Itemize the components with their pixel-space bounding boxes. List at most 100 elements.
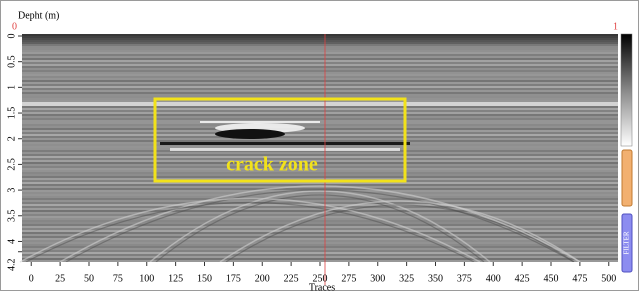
x-tick-label: 50	[84, 273, 94, 284]
band	[22, 172, 618, 174]
band	[22, 196, 618, 198]
chart: Depht (m) Traces 0 1 crack zone FILTER 0…	[0, 0, 639, 291]
band	[22, 72, 618, 74]
band	[22, 106, 618, 108]
band	[22, 102, 618, 104]
x-tick-label: 150	[197, 273, 212, 284]
band	[22, 56, 618, 58]
reflection	[200, 121, 320, 123]
band	[22, 108, 618, 110]
filter-tab-label[interactable]: FILTER	[623, 231, 631, 254]
band	[22, 176, 618, 178]
x-tick-label: 375	[457, 273, 472, 284]
y-axis-label: Depht (m)	[18, 10, 59, 21]
x-tick-label: 200	[255, 273, 270, 284]
band	[22, 38, 618, 40]
band	[22, 114, 618, 116]
x-tick-label: 450	[544, 273, 559, 284]
band	[22, 210, 618, 212]
band	[22, 146, 618, 148]
band	[22, 62, 618, 64]
band	[22, 116, 618, 118]
radargram-view: Depht (m) Traces 0 1 crack zone FILTER 0…	[0, 0, 639, 291]
band	[22, 112, 618, 114]
band	[22, 40, 618, 42]
y-tick-label: 0	[6, 34, 17, 39]
band	[22, 60, 618, 62]
band	[22, 46, 618, 48]
band	[22, 42, 618, 44]
band	[22, 252, 618, 254]
band	[22, 82, 618, 84]
band	[22, 90, 618, 92]
band	[22, 156, 618, 158]
y-tick-label: 0.5	[6, 55, 17, 68]
band	[22, 140, 618, 142]
y-tick-label: 3	[6, 188, 17, 193]
annotation: crack zone	[226, 154, 318, 176]
band	[22, 138, 618, 140]
band	[22, 168, 618, 170]
band	[22, 134, 618, 136]
band	[22, 164, 618, 166]
band	[22, 218, 618, 220]
band	[22, 258, 618, 260]
band	[22, 260, 618, 262]
x-tick-label: 275	[341, 273, 356, 284]
band	[22, 160, 618, 162]
band	[22, 154, 618, 156]
x-tick-label: 175	[226, 273, 241, 284]
x-tick-label: 125	[168, 273, 183, 284]
band	[22, 36, 618, 38]
y-tick-label: 4.2	[6, 258, 17, 271]
band	[22, 130, 618, 132]
marker-label: 0	[12, 21, 17, 32]
band	[22, 104, 618, 106]
band	[22, 152, 618, 154]
colorbar	[621, 34, 632, 146]
x-tick-label: 425	[515, 273, 530, 284]
y-tick-label: 2.5	[6, 158, 17, 171]
band	[22, 92, 618, 94]
band	[22, 84, 618, 86]
band	[22, 34, 618, 36]
band	[22, 132, 618, 134]
band	[22, 126, 618, 128]
x-tick-label: 75	[113, 273, 123, 284]
band	[22, 250, 618, 252]
band	[22, 68, 618, 70]
band	[22, 246, 618, 248]
x-tick-label: 400	[486, 273, 501, 284]
band	[22, 74, 618, 76]
y-tick-label: 1	[6, 85, 17, 90]
x-tick-label: 250	[313, 273, 328, 284]
y-tick-label: 1.5	[6, 107, 17, 120]
band	[22, 86, 618, 88]
x-tick-label: 350	[428, 273, 443, 284]
reflection	[170, 148, 400, 151]
band	[22, 76, 618, 78]
band	[22, 226, 618, 228]
band	[22, 248, 618, 250]
band	[22, 174, 618, 176]
reflection	[160, 142, 410, 145]
x-tick-label: 0	[29, 273, 34, 284]
x-tick-label: 325	[399, 273, 414, 284]
y-tick-label: 2	[6, 136, 17, 141]
band	[22, 198, 618, 200]
band	[22, 48, 618, 50]
band	[22, 228, 618, 230]
band	[22, 166, 618, 168]
band	[22, 50, 618, 52]
band	[22, 44, 618, 46]
band	[22, 52, 618, 54]
band	[22, 70, 618, 72]
radargram-image	[20, 34, 618, 274]
band	[22, 118, 618, 120]
x-tick-label: 500	[601, 273, 616, 284]
band	[22, 88, 618, 90]
x-tick-label: 475	[572, 273, 587, 284]
y-tick-label: 4	[6, 239, 17, 244]
band	[22, 128, 618, 130]
side-tab[interactable]	[622, 150, 632, 206]
